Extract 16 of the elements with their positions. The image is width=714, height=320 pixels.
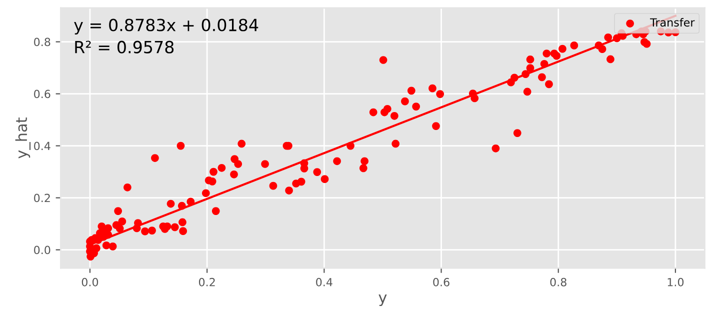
y-tick-label: 0.4 xyxy=(34,142,50,150)
x-tick-label: 0.2 xyxy=(198,278,215,286)
y-tick-label: 0.6 xyxy=(34,90,50,98)
annotation: R² = 0.9578 xyxy=(75,40,174,54)
y-tick-label: 0.2 xyxy=(34,194,50,202)
x-tick-label: 1.0 xyxy=(668,278,684,286)
annotation: y = 0.8783x + 0.0184 xyxy=(74,18,258,35)
x-tick-label: 0.8 xyxy=(550,278,566,286)
y-tick-label: 0.0 xyxy=(34,246,50,254)
x-axis-title: y xyxy=(378,294,387,306)
legend-label: Transfer xyxy=(650,18,695,27)
x-tick-label: 0.4 xyxy=(316,278,332,286)
x-tick-label: 0.0 xyxy=(82,278,98,286)
y-axis-title: y_hat xyxy=(15,118,31,158)
y-tick-label: 0.8 xyxy=(34,38,50,46)
x-tick-label: 0.6 xyxy=(433,278,450,286)
